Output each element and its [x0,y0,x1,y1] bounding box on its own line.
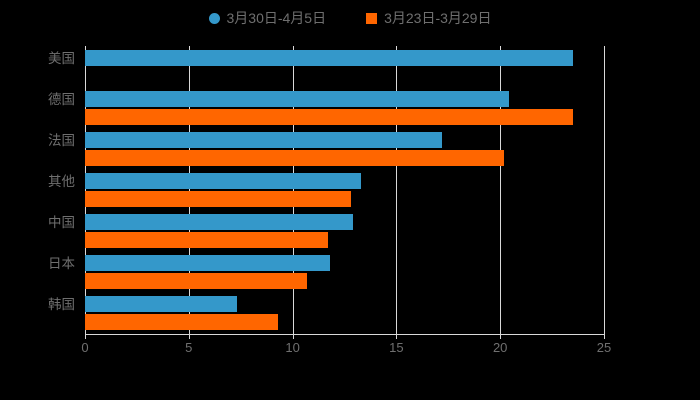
legend-item-series-2[interactable]: 3月23日-3月29日 [366,8,491,28]
bar-series-2[interactable] [85,108,573,125]
bar-group [85,293,604,334]
x-tick-label: 20 [492,340,508,355]
bar-series-1[interactable] [85,49,573,66]
legend-item-series-1[interactable]: 3月30日-4月5日 [208,8,327,28]
legend-label-series-1: 3月30日-4月5日 [226,10,327,26]
bar-series-1[interactable] [85,131,443,148]
gridline [500,46,502,334]
bar-series-1[interactable] [85,296,237,313]
x-tick-mark [604,334,605,339]
gridline [292,46,294,334]
x-tick-label: 0 [81,340,89,355]
plot-area [85,46,604,334]
x-tick-label: 5 [185,340,193,355]
bar-group [85,87,604,128]
gridline [85,46,86,334]
category-label: 德国 [48,91,75,107]
x-tick-label: 25 [596,340,612,355]
bar-series-1[interactable] [85,255,330,272]
bar-group [85,169,604,210]
bar-series-2[interactable] [85,314,279,331]
gridline [396,46,398,334]
category-label: 日本 [48,256,75,272]
x-axis-line [85,334,605,335]
x-tick-mark [188,334,190,339]
gridline [188,46,190,334]
bar-group [85,211,604,252]
bar-series-2[interactable] [85,273,308,290]
category-label: 韩国 [48,297,75,313]
x-tick-mark [85,334,86,339]
x-tick-label: 10 [285,340,300,355]
bar-group [85,252,604,293]
bar-group [85,128,604,169]
legend-label-series-2: 3月23日-3月29日 [384,10,492,26]
bar-series-1[interactable] [85,214,353,231]
category-label: 中国 [48,215,75,231]
bar-group [85,46,604,87]
category-label: 美国 [48,50,75,66]
x-tick-mark [292,334,294,339]
bar-series-2[interactable] [85,190,351,207]
category-label: 法国 [48,132,75,148]
x-tick-label: 15 [389,340,404,355]
bar-series-1[interactable] [85,172,362,189]
category-label: 其他 [48,174,75,189]
legend-marker-circle-icon [208,12,220,24]
x-tick-mark [500,334,502,339]
chart-legend: 3月30日-4月5日 3月23日-3月29日 [0,8,700,28]
legend-marker-square-icon [366,12,378,24]
x-tick-mark [396,334,398,339]
gridline [604,46,605,334]
bar-series-2[interactable] [85,232,328,249]
bar-series-2[interactable] [85,149,505,166]
bar-series-1[interactable] [85,90,509,107]
